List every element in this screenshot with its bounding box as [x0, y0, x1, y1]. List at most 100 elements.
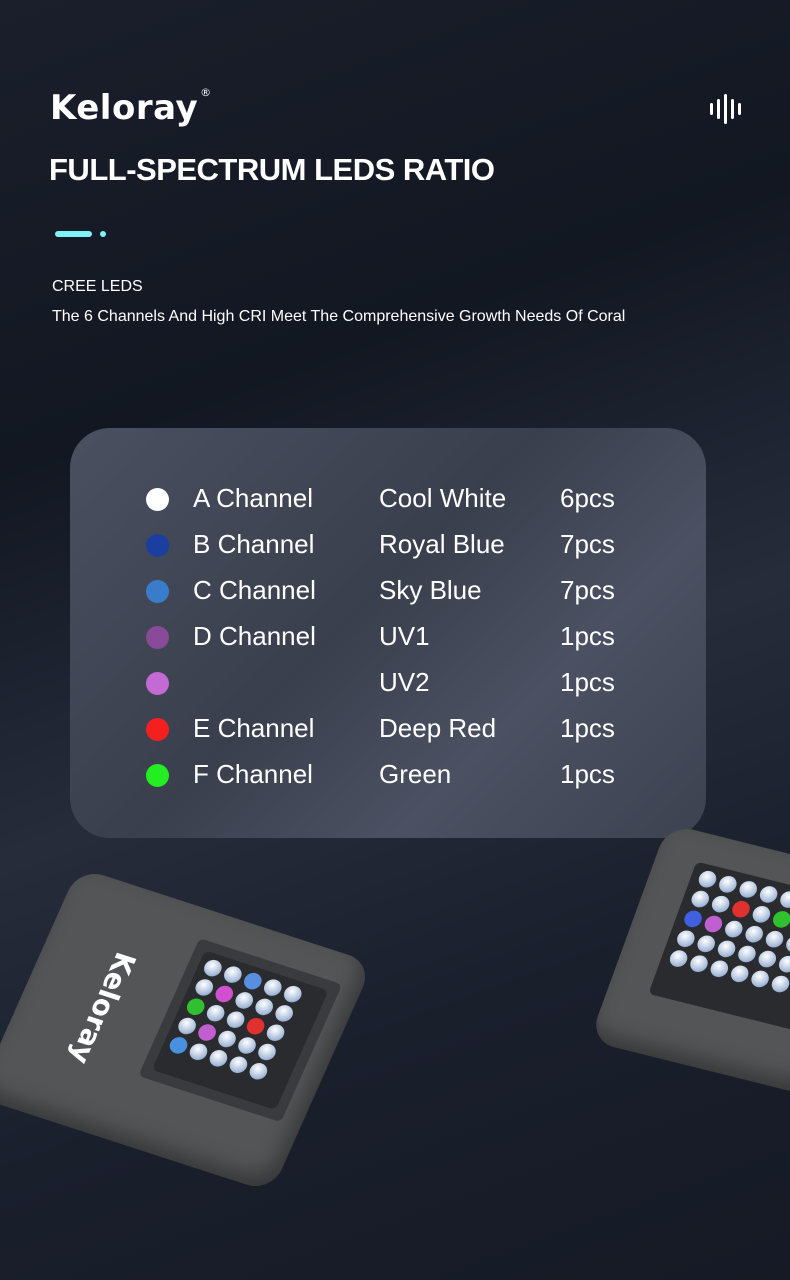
- led-quantity: 1pcs: [560, 759, 615, 789]
- brand-logo: Keloray ®: [50, 86, 212, 128]
- led-quantity: 1pcs: [560, 713, 615, 743]
- led-bead: [748, 968, 772, 990]
- led-bead: [192, 977, 216, 998]
- led-color-dot: [146, 718, 169, 741]
- led-bead: [776, 954, 790, 975]
- led-color-name: UV1: [379, 621, 430, 651]
- sound-wave-icon: [708, 94, 742, 124]
- led-bead: [215, 1028, 239, 1050]
- led-bead: [184, 996, 208, 1018]
- led-bead: [674, 928, 697, 949]
- led-bead: [696, 869, 719, 890]
- led-quantity: 7pcs: [560, 575, 615, 605]
- led-bead: [757, 884, 780, 905]
- led-bead: [715, 938, 738, 960]
- led-color-name: UV2: [379, 667, 430, 697]
- led-bead: [750, 904, 773, 925]
- accent-dash: [55, 231, 92, 237]
- channel-row: F Channel Green 1pcs: [70, 756, 706, 796]
- led-bead: [252, 996, 276, 1018]
- channel-row: UV2 1pcs: [70, 664, 706, 704]
- led-quantity: 7pcs: [560, 529, 615, 559]
- led-bead: [689, 888, 712, 910]
- channel-name: F Channel: [193, 759, 313, 789]
- registered-mark: ®: [200, 86, 212, 99]
- page-title: FULL-SPECTRUM LEDS RATIO: [49, 152, 495, 187]
- led-bead: [241, 970, 265, 992]
- led-bead: [226, 1054, 250, 1076]
- led-quantity: 6pcs: [560, 483, 615, 513]
- led-bead: [186, 1041, 211, 1063]
- channel-name: C Channel: [193, 575, 316, 605]
- led-bead: [235, 1035, 259, 1056]
- led-color-name: Royal Blue: [379, 529, 505, 559]
- led-bead: [756, 948, 779, 970]
- led-color-name: Sky Blue: [379, 575, 482, 605]
- led-bead: [702, 913, 725, 935]
- led-color-dot: [146, 626, 169, 649]
- led-bead: [722, 918, 745, 940]
- led-bead: [687, 953, 711, 974]
- led-bead: [255, 1041, 279, 1063]
- device-brand-logo: Keloray: [62, 948, 143, 1068]
- led-bead: [221, 964, 245, 986]
- led-bead: [708, 958, 731, 979]
- led-bead: [246, 1060, 270, 1082]
- channel-table: A Channel Cool White 6pcs B Channel Roya…: [70, 428, 706, 838]
- channel-row: D Channel UV1 1pcs: [70, 618, 706, 658]
- channel-row: A Channel Cool White 6pcs: [70, 480, 706, 520]
- led-bead: [709, 894, 732, 915]
- led-bead: [735, 943, 759, 965]
- description: The 6 Channels And High CRI Meet The Com…: [52, 308, 626, 325]
- led-bead: [695, 933, 718, 954]
- led-color-dot: [146, 672, 169, 695]
- led-bead: [763, 929, 786, 950]
- channel-name: D Channel: [193, 621, 316, 651]
- channel-row: E Channel Deep Red 1pcs: [70, 710, 706, 750]
- led-color-name: Cool White: [379, 483, 507, 513]
- led-bead: [742, 924, 766, 945]
- led-quantity: 1pcs: [560, 667, 615, 697]
- led-bead: [737, 879, 760, 900]
- led-bead: [667, 948, 690, 969]
- led-bead: [224, 1009, 248, 1031]
- led-bead: [281, 983, 305, 1005]
- channel-name: A Channel: [193, 483, 313, 513]
- led-color-dot: [146, 764, 169, 787]
- led-bead: [264, 1022, 288, 1044]
- channel-row: C Channel Sky Blue 7pcs: [70, 572, 706, 612]
- led-bead: [244, 1015, 268, 1037]
- led-bead: [272, 1002, 296, 1024]
- led-bead: [783, 934, 790, 955]
- led-bead: [770, 909, 790, 930]
- channel-name: B Channel: [193, 529, 315, 559]
- led-color-dot: [146, 488, 169, 511]
- led-bead: [728, 963, 751, 984]
- channel-row: B Channel Royal Blue 7pcs: [70, 526, 706, 566]
- led-bead: [201, 957, 225, 979]
- subtitle: CREE LEDS: [52, 278, 143, 295]
- led-bead: [769, 973, 790, 995]
- led-color-dot: [146, 534, 169, 557]
- led-bead: [777, 889, 790, 910]
- channel-name: E Channel: [193, 713, 315, 743]
- led-color-name: Deep Red: [379, 713, 497, 743]
- led-quantity: 1pcs: [560, 621, 615, 651]
- led-bead: [212, 983, 236, 1005]
- led-color-dot: [146, 580, 169, 603]
- led-bead: [175, 1015, 199, 1037]
- product-light-right: [588, 823, 790, 1097]
- led-array: [648, 861, 790, 1035]
- accent-dot: [100, 231, 106, 237]
- led-bead: [166, 1034, 191, 1056]
- logo-text: Keloray: [50, 88, 199, 128]
- led-bead: [206, 1047, 231, 1069]
- led-bead: [261, 977, 285, 999]
- led-bead: [232, 990, 256, 1011]
- led-bead: [195, 1022, 219, 1043]
- led-bead: [716, 874, 740, 895]
- led-bead: [729, 899, 753, 920]
- led-bead: [681, 908, 705, 930]
- led-color-name: Green: [379, 759, 452, 789]
- product-light-left: Keloray: [0, 867, 374, 1193]
